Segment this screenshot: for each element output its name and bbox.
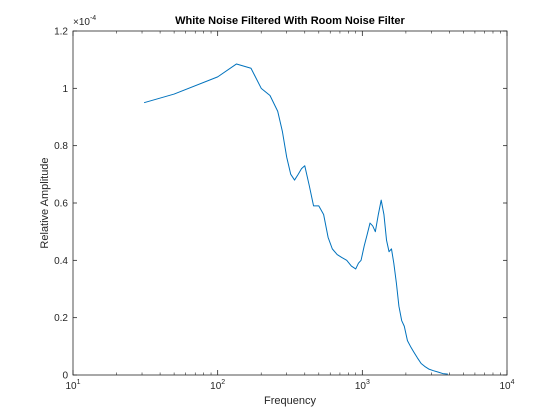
y-tick-label: 1 <box>62 84 68 95</box>
x-tick-label-base: 10 <box>65 381 77 392</box>
x-tick-label: 104 <box>499 379 514 392</box>
x-tick-label-base: 10 <box>355 381 367 392</box>
x-tick-label-exponent: 4 <box>511 379 515 386</box>
x-tick-label-base: 10 <box>210 381 222 392</box>
x-axis-label: Frequency <box>264 395 316 407</box>
x-tick-label: 101 <box>65 379 80 392</box>
y-tick-label: 0 <box>62 371 68 382</box>
x-tick-label: 103 <box>355 379 370 392</box>
chart-title: White Noise Filtered With Room Noise Fil… <box>175 15 405 27</box>
y-tick-label: 0.6 <box>54 199 68 210</box>
y-tick-label: 0.2 <box>54 313 68 324</box>
x-tick-label: 102 <box>210 379 225 392</box>
y-tick-label: 1.2 <box>54 27 68 38</box>
y-multiplier: ×10-4 <box>73 15 96 28</box>
series-line <box>143 63 448 375</box>
series-layer <box>143 63 448 375</box>
plot-area <box>73 31 507 375</box>
y-multiplier-exponent: -4 <box>90 15 96 22</box>
y-axis-label: Relative Amplitude <box>39 157 51 248</box>
x-tick-label-exponent: 1 <box>77 379 81 386</box>
y-tick-label: 0.4 <box>54 256 68 267</box>
axes-box <box>72 30 508 376</box>
x-tick-label-exponent: 2 <box>221 379 225 386</box>
y-multiplier-base: ×10 <box>73 17 90 28</box>
y-tick-label: 0.8 <box>54 141 68 152</box>
x-tick-label-base: 10 <box>499 381 511 392</box>
x-tick-label-exponent: 3 <box>366 379 370 386</box>
